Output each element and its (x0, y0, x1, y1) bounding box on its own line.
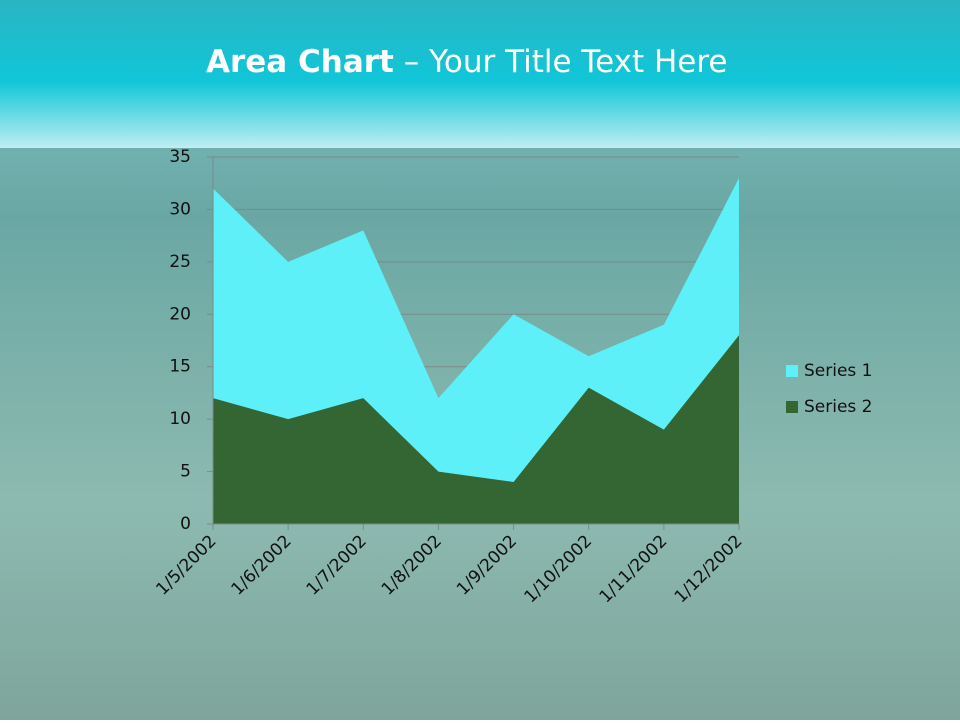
y-tick-label: 35 (169, 147, 191, 167)
chart-title: Area Chart – Your Title Text Here (206, 44, 727, 80)
legend-swatch (786, 365, 798, 377)
y-tick-label: 5 (180, 462, 191, 482)
y-tick-label: 0 (180, 514, 191, 534)
y-tick-label: 15 (169, 357, 191, 377)
y-tick-label: 10 (169, 409, 191, 429)
y-tick-label: 25 (169, 252, 191, 272)
area (213, 335, 739, 524)
y-tick-label: 20 (169, 304, 191, 324)
header-band (0, 0, 960, 148)
legend-swatch (786, 401, 798, 413)
title-bold: Area Chart (206, 44, 394, 80)
title-rest: – Your Title Text Here (404, 44, 728, 80)
y-tick-label: 30 (169, 199, 191, 219)
legend-label: Series 2 (804, 397, 873, 417)
legend-label: Series 1 (804, 361, 873, 381)
